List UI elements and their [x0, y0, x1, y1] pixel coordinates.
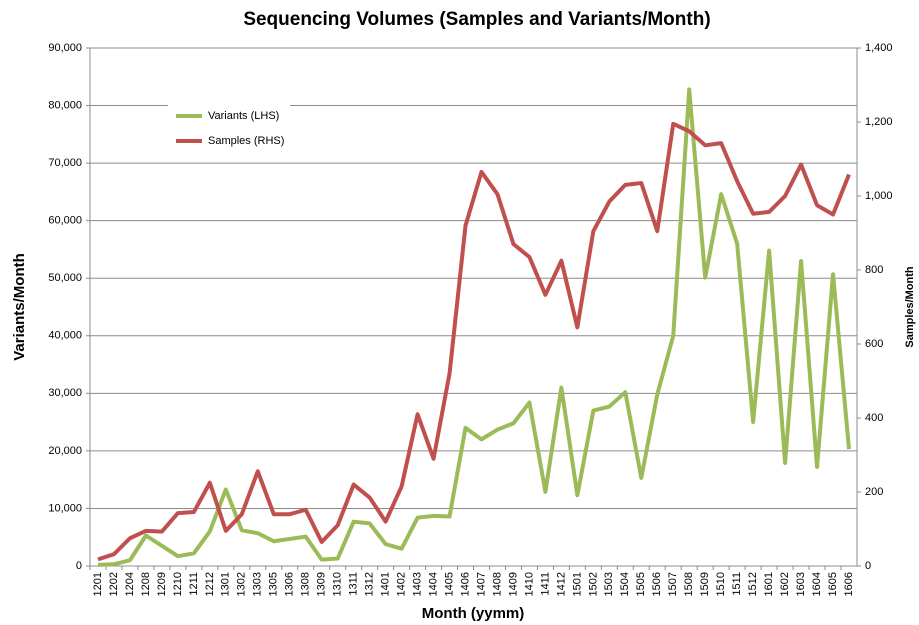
chart-title: Sequencing Volumes (Samples and Variants… [243, 9, 710, 30]
x-tick-label: 1604 [811, 572, 823, 596]
x-tick-label: 1406 [459, 572, 471, 596]
x-tick-label: 1504 [619, 572, 631, 596]
x-tick-label: 1408 [491, 572, 503, 596]
y2-tick-label: 200 [865, 486, 883, 498]
x-tick-label: 1603 [795, 572, 807, 596]
x-tick-label: 1411 [539, 572, 551, 596]
legend-box [168, 100, 290, 156]
x-tick-label: 1312 [364, 572, 376, 596]
x-tick-label: 1510 [715, 572, 727, 596]
x-tick-label: 1402 [396, 572, 408, 596]
x-tick-label: 1309 [316, 572, 328, 596]
x-tick-label: 1204 [124, 572, 136, 596]
y2-tick-label: 1,400 [865, 42, 893, 54]
x-tick-label: 1212 [204, 572, 216, 596]
x-tick-label: 1401 [380, 572, 392, 596]
y-tick-label: 10,000 [48, 502, 82, 514]
x-tick-label: 1509 [699, 572, 711, 596]
x-tick-label: 1502 [587, 572, 599, 596]
y-axis-title: Variants/Month [11, 253, 28, 361]
x-tick-label: 1506 [651, 572, 663, 596]
x-tick-label: 1503 [603, 572, 615, 596]
x-tick-label: 1201 [92, 572, 104, 596]
x-tick-label: 1602 [779, 572, 791, 596]
x-tick-label: 1301 [220, 572, 232, 596]
x-tick-label: 1501 [571, 572, 583, 596]
x-tick-label: 1303 [252, 572, 264, 596]
y2-tick-label: 1,200 [865, 116, 893, 128]
y-tick-label: 30,000 [48, 387, 82, 399]
y-tick-label: 20,000 [48, 445, 82, 457]
x-tick-label: 1410 [523, 572, 535, 596]
y-tick-label: 80,000 [48, 99, 82, 111]
y-tick-label: 70,000 [48, 157, 82, 169]
y2-tick-label: 800 [865, 264, 883, 276]
y2-tick-label: 600 [865, 338, 883, 350]
x-tick-label: 1511 [731, 572, 743, 596]
y2-tick-label: 400 [865, 412, 883, 424]
x-tick-label: 1209 [156, 572, 168, 596]
x-tick-label: 1407 [475, 572, 487, 596]
x-tick-label: 1308 [300, 572, 312, 596]
x-tick-label: 1505 [635, 572, 647, 596]
legend-label: Variants (LHS) [208, 110, 279, 122]
x-tick-label: 1302 [236, 572, 248, 596]
x-tick-label: 1311 [348, 572, 360, 596]
x-tick-label: 1512 [747, 572, 759, 596]
y-tick-label: 40,000 [48, 330, 82, 342]
x-tick-label: 1306 [284, 572, 296, 596]
y-tick-label: 50,000 [48, 272, 82, 284]
x-axis-title: Month (yymm) [422, 605, 525, 622]
y-tick-label: 60,000 [48, 215, 82, 227]
y2-tick-label: 0 [865, 560, 871, 572]
x-tick-label: 1409 [507, 572, 519, 596]
x-tick-label: 1310 [332, 572, 344, 596]
x-tick-label: 1601 [763, 572, 775, 596]
series-line [97, 121, 851, 562]
x-tick-label: 1210 [172, 572, 184, 596]
x-tick-label: 1412 [555, 572, 567, 596]
x-tick-label: 1404 [427, 572, 439, 596]
x-tick-label: 1202 [108, 572, 120, 596]
x-tick-label: 1405 [443, 572, 455, 596]
y2-tick-label: 1,000 [865, 190, 893, 202]
x-tick-label: 1606 [843, 572, 855, 596]
y-tick-label: 90,000 [48, 42, 82, 54]
x-tick-label: 1211 [188, 572, 200, 596]
series-line [97, 87, 852, 567]
y2-axis-title: Samples/Month [904, 266, 916, 348]
x-tick-label: 1403 [411, 572, 423, 596]
x-tick-label: 1508 [683, 572, 695, 596]
x-tick-label: 1605 [827, 572, 839, 596]
y-tick-label: 0 [76, 560, 82, 572]
x-tick-label: 1305 [268, 572, 280, 596]
x-tick-label: 1208 [140, 572, 152, 596]
legend-label: Samples (RHS) [208, 135, 284, 147]
x-tick-label: 1507 [667, 572, 679, 596]
